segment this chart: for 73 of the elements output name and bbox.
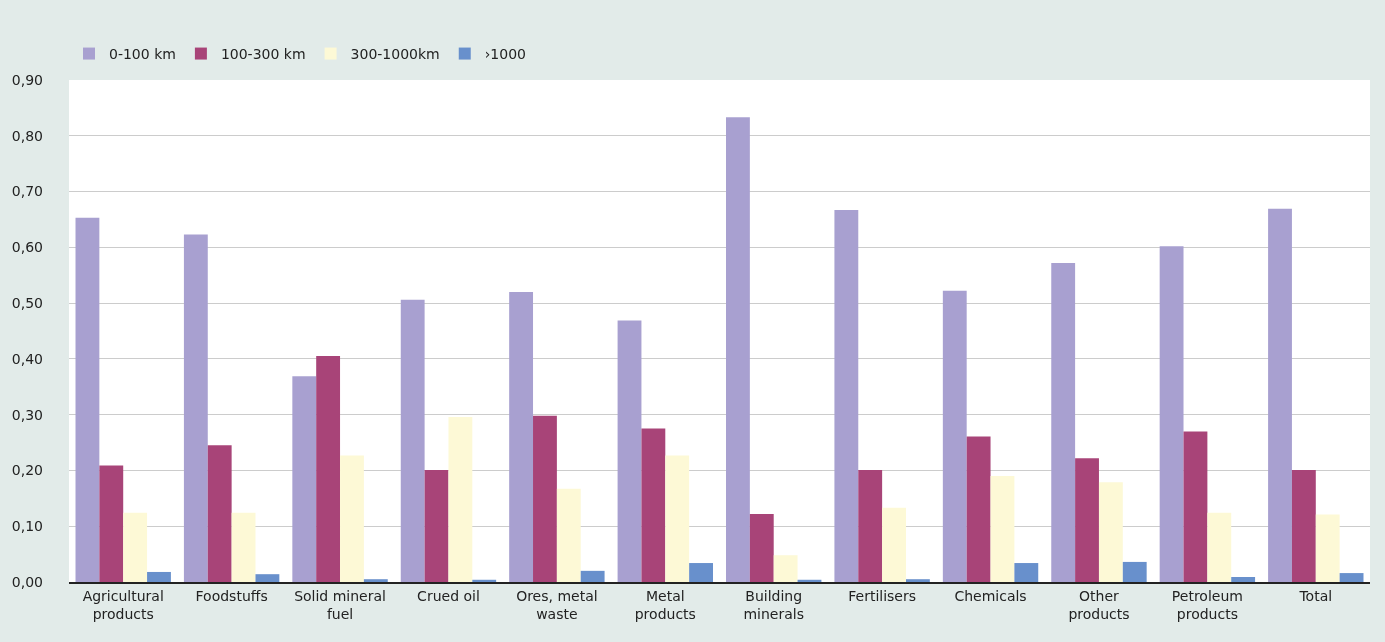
bar <box>641 428 666 582</box>
bar <box>665 455 690 582</box>
bar <box>207 445 232 582</box>
y-tick-label: 0,60 <box>11 239 43 256</box>
x-tick-label: Other products <box>1068 587 1130 622</box>
bar <box>882 507 906 582</box>
y-tick-label: 0,80 <box>11 127 43 144</box>
y-tick-label: 0,30 <box>11 406 43 423</box>
x-tick-label: Metal products <box>634 587 696 622</box>
bar <box>1183 431 1208 582</box>
x-tick-label: Total <box>1298 587 1333 604</box>
bar <box>533 415 557 582</box>
bar <box>123 512 148 582</box>
bar <box>905 579 930 582</box>
bar <box>472 579 497 582</box>
legend-label: 100-300 km <box>220 46 306 63</box>
x-tick-label: Foodstuffs <box>195 587 268 604</box>
bar <box>990 476 1015 582</box>
x-tick-label: Ores, metal waste <box>516 587 598 622</box>
bar <box>75 217 100 582</box>
bar <box>1159 246 1184 582</box>
legend-label: ›1000 <box>484 46 526 63</box>
bar <box>858 469 883 582</box>
bar <box>726 117 750 582</box>
x-tick-label: Building minerals <box>743 587 804 622</box>
bar <box>340 455 364 582</box>
bar <box>942 290 967 582</box>
x-tick-label: Petroleum products <box>1171 587 1243 622</box>
y-tick-label: 0,00 <box>11 573 43 590</box>
bar <box>448 416 473 582</box>
bar <box>400 299 425 582</box>
bar <box>1122 561 1147 582</box>
bar <box>689 563 713 582</box>
bar <box>316 356 341 582</box>
bar <box>773 555 798 582</box>
bar <box>556 488 581 582</box>
bar <box>1315 514 1340 582</box>
bar <box>1291 469 1316 582</box>
x-tick-label: Fertilisers <box>848 587 917 604</box>
y-tick-label: 0,40 <box>11 350 43 367</box>
bar <box>255 574 280 582</box>
y-tick-label: 0,50 <box>11 295 43 312</box>
bar <box>147 571 171 582</box>
bar <box>966 436 991 582</box>
bar <box>1339 573 1364 582</box>
legend-label: 300-1000km <box>350 46 440 63</box>
y-tick-label: 0,70 <box>11 183 43 200</box>
bar <box>1231 576 1256 582</box>
bar <box>834 209 859 582</box>
bar <box>99 465 124 582</box>
bar <box>1014 563 1039 582</box>
bar <box>617 320 642 582</box>
bar <box>749 513 774 582</box>
bar <box>183 234 208 582</box>
bar <box>424 469 449 582</box>
bar <box>363 579 388 582</box>
x-tick-label: Agricultural products <box>82 587 164 622</box>
y-tick-label: 0,10 <box>11 518 43 535</box>
bar <box>580 570 605 582</box>
bar <box>231 512 256 582</box>
bar <box>1051 262 1076 582</box>
legend-label: 0-100 km <box>109 46 176 63</box>
bar <box>292 376 317 582</box>
y-tick-label: 0,20 <box>11 462 43 479</box>
bar <box>1098 482 1123 582</box>
x-tick-label: Solid mineral fuel <box>294 587 386 622</box>
bar <box>509 291 534 582</box>
bar <box>1268 208 1292 582</box>
y-tick-label: 0,90 <box>11 71 43 88</box>
bar <box>1207 512 1232 582</box>
x-tick-label: Crued oil <box>417 587 480 604</box>
bar <box>1075 458 1099 582</box>
x-tick-label: Chemicals <box>954 587 1027 604</box>
